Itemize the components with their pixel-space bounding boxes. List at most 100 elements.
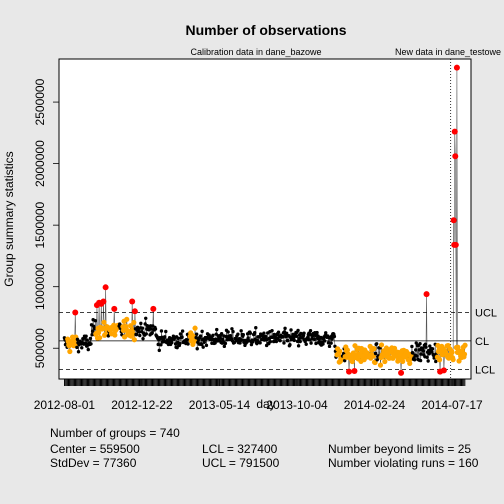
- data-point: [176, 336, 180, 341]
- data-point: [88, 336, 93, 341]
- data-point: [451, 128, 458, 135]
- data-point: [315, 330, 319, 335]
- data-point: [378, 342, 385, 348]
- data-point: [449, 349, 455, 355]
- data-point: [97, 335, 103, 341]
- data-point: [298, 339, 302, 344]
- summary-violating-runs: Number violating runs = 160: [328, 456, 479, 470]
- data-point: [296, 328, 300, 333]
- data-point: [417, 348, 422, 352]
- data-point: [296, 344, 301, 348]
- data-point: [131, 337, 137, 343]
- data-point: [195, 347, 199, 351]
- data-point: [85, 338, 89, 342]
- data-point: [382, 358, 388, 365]
- data-point: [180, 329, 185, 333]
- data-point: [321, 342, 325, 346]
- data-point: [377, 362, 384, 368]
- data-point: [248, 331, 253, 335]
- data-point: [307, 338, 312, 342]
- lcl-label: LCL: [475, 364, 495, 376]
- x-axis-label: day: [256, 397, 275, 411]
- data-point: [327, 344, 332, 349]
- x-tick-label: 2012-12-22: [111, 398, 173, 412]
- data-point: [186, 342, 190, 346]
- data-point: [329, 341, 333, 345]
- data-point: [337, 348, 343, 354]
- data-point: [330, 337, 334, 341]
- summary-center: Center = 559500: [50, 442, 140, 456]
- data-point: [423, 342, 428, 346]
- data-point: [428, 344, 432, 348]
- data-point: [199, 342, 204, 347]
- data-point: [170, 340, 174, 345]
- data-point: [410, 344, 414, 349]
- data-point: [450, 217, 457, 224]
- data-point: [131, 308, 138, 315]
- summary-groups: Number of groups = 740: [50, 426, 180, 440]
- data-point: [90, 329, 95, 333]
- data-point: [283, 326, 287, 331]
- data-point: [111, 305, 118, 312]
- data-point: [139, 321, 143, 326]
- ucl-label: UCL: [475, 307, 497, 319]
- data-point: [391, 345, 398, 351]
- data-point: [461, 351, 468, 357]
- data-point: [204, 343, 209, 348]
- data-point: [424, 345, 428, 349]
- data-point: [75, 345, 79, 350]
- x-tick-label: 2013-10-04: [266, 398, 328, 412]
- summary-lcl: LCL = 327400: [202, 442, 278, 456]
- data-point: [86, 347, 90, 352]
- data-point: [295, 339, 300, 344]
- summary-ucl: UCL = 791500: [202, 456, 280, 470]
- data-point: [159, 343, 163, 347]
- data-point: [223, 341, 228, 346]
- x-tick-label: 2014-07-17: [421, 398, 483, 412]
- data-point: [411, 351, 415, 355]
- data-point: [452, 241, 459, 248]
- data-point: [150, 331, 154, 335]
- data-point: [89, 342, 93, 346]
- data-point: [421, 349, 425, 353]
- data-point: [278, 338, 282, 343]
- data-point: [178, 332, 183, 336]
- data-point: [375, 358, 379, 362]
- data-point: [452, 153, 459, 160]
- data-point: [124, 316, 130, 322]
- data-point: [282, 341, 286, 345]
- data-point: [316, 334, 320, 338]
- data-point: [213, 341, 217, 345]
- subtitle-new-data: New data in dane_testowe: [395, 47, 501, 57]
- data-point: [412, 358, 417, 362]
- data-point: [371, 346, 377, 352]
- data-point: [390, 355, 396, 361]
- data-point: [194, 332, 199, 336]
- data-point: [202, 340, 206, 344]
- data-point: [274, 339, 279, 344]
- y-tick-label: 1000000: [33, 263, 47, 310]
- data-point: [163, 335, 167, 339]
- data-point: [76, 350, 81, 354]
- data-point: [289, 328, 293, 332]
- control-limits: UCL CL LCL: [59, 59, 497, 379]
- data-point: [84, 334, 88, 338]
- data-point: [425, 355, 429, 359]
- data-point: [249, 342, 254, 347]
- data-point: [292, 338, 296, 343]
- y-tick-label: 2500000: [33, 78, 47, 125]
- data-point: [373, 351, 378, 356]
- data-point: [407, 360, 413, 367]
- data-point: [374, 342, 379, 346]
- data-point: [332, 334, 337, 339]
- data-point: [436, 357, 443, 363]
- data-point: [326, 341, 331, 345]
- y-axis-label: Group summary statistics: [2, 151, 16, 286]
- data-point: [159, 329, 164, 333]
- data-point: [281, 335, 285, 339]
- data-point: [129, 298, 136, 305]
- data-point: [241, 333, 246, 337]
- data-point: [263, 334, 268, 339]
- data-point: [178, 341, 182, 346]
- data-point: [239, 329, 243, 333]
